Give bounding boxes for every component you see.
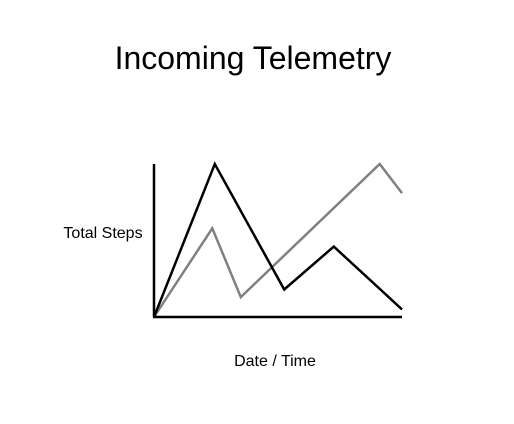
series-layer bbox=[152, 161, 403, 318]
chart-title: Incoming Telemetry bbox=[114, 40, 392, 76]
y-axis-label: Total Steps bbox=[63, 225, 143, 242]
series-line-1 bbox=[152, 161, 403, 318]
series-line-2 bbox=[152, 162, 403, 318]
x-axis-label: Date / Time bbox=[234, 353, 316, 370]
